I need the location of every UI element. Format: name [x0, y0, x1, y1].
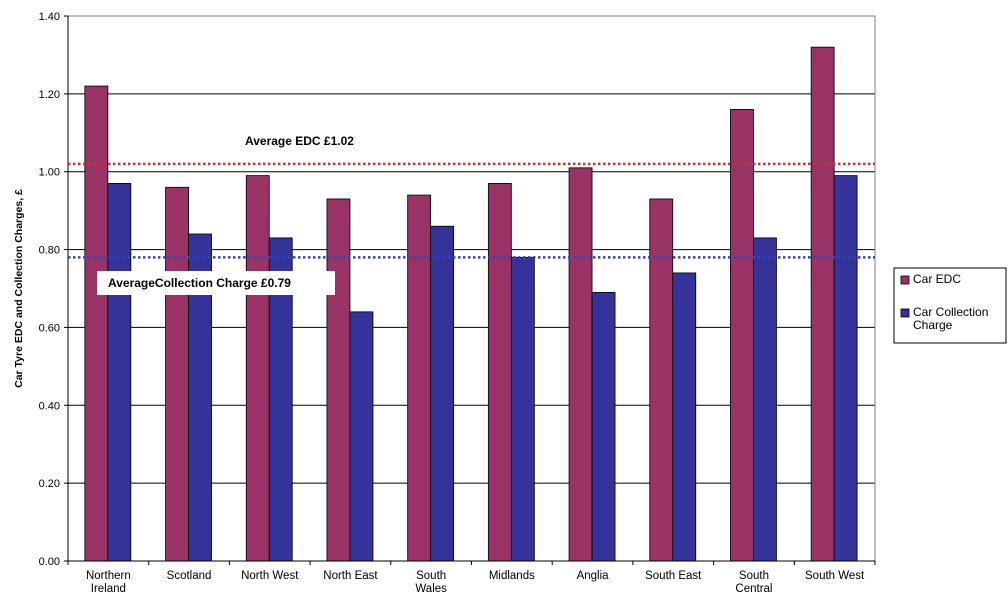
- y-tick-label: 1.40: [39, 11, 60, 23]
- bar-car-collection-charge: [753, 237, 777, 562]
- x-tick-label: North East: [323, 570, 378, 582]
- bar-car-edc: [407, 194, 432, 562]
- legend-swatch-car-edc: [900, 275, 910, 285]
- axes: [64, 15, 876, 565]
- bar-car-edc: [649, 198, 674, 562]
- x-tick-label: Midlands: [489, 570, 535, 582]
- y-tick-label: 1.20: [39, 89, 60, 101]
- bar-car-collection-charge: [430, 225, 455, 562]
- average-collection-label-box: [97, 271, 335, 295]
- bar-car-collection-charge: [349, 311, 374, 562]
- y-axis-label: Car Tyre EDC and Collection Charges, £: [13, 189, 25, 388]
- x-tick-label: South East: [645, 570, 702, 582]
- bar-car-collection-charge: [107, 182, 132, 562]
- average-edc-label: Average EDC £1.02: [245, 134, 354, 148]
- bar-car-edc: [165, 186, 189, 562]
- legend-label-car-edc: Car EDC: [913, 272, 961, 286]
- x-tick-label: South Wales: [415, 570, 447, 595]
- x-tick-label: South Central: [735, 570, 772, 595]
- x-tick-label: Scotland: [167, 570, 212, 582]
- bar-car-edc: [245, 175, 270, 562]
- x-tick-labels: Northern Ireland Scotland North West North E…: [86, 570, 865, 595]
- y-tick-label: 0.00: [39, 556, 60, 568]
- bar-car-edc: [84, 85, 109, 562]
- bar-car-collection-charge: [510, 256, 535, 562]
- legend-label-car-collection-charge: Car Collection Charge: [913, 305, 988, 332]
- x-tick-label: South West: [805, 570, 865, 582]
- bar-car-edc: [810, 46, 835, 562]
- y-tick-label: 0.40: [39, 400, 60, 412]
- bar-car-collection-charge: [833, 175, 858, 562]
- y-tick-labels: 0.00 0.20 0.40 0.60 0.80 1.00 1.20 1.40: [39, 11, 60, 568]
- y-tick-label: 0.20: [39, 478, 60, 490]
- y-tick-label: 0.60: [39, 322, 60, 334]
- bar-car-collection-charge: [672, 272, 697, 562]
- bars: [84, 46, 858, 562]
- x-tick-label: Northern Ireland: [86, 570, 131, 595]
- bar-car-collection-charge: [591, 291, 616, 562]
- x-tick-label: Anglia: [577, 570, 610, 582]
- reference-lines: Average EDC £1.02 AverageCollection Charg…: [68, 134, 875, 295]
- legend-swatch-car-collection-charge: [900, 308, 910, 318]
- bar-car-edc: [326, 198, 351, 562]
- legend-box: [893, 267, 1007, 344]
- bar-car-edc: [568, 167, 593, 562]
- x-tick-label: North West: [241, 570, 299, 582]
- y-tick-label: 1.00: [39, 167, 60, 179]
- average-collection-charge-label: AverageCollection Charge £0.79: [108, 276, 291, 290]
- bar-car-edc: [730, 109, 754, 562]
- y-tick-label: 0.80: [39, 245, 60, 257]
- legend: Car EDC Car Collection Charge: [893, 267, 1007, 344]
- bar-car-edc: [487, 182, 512, 562]
